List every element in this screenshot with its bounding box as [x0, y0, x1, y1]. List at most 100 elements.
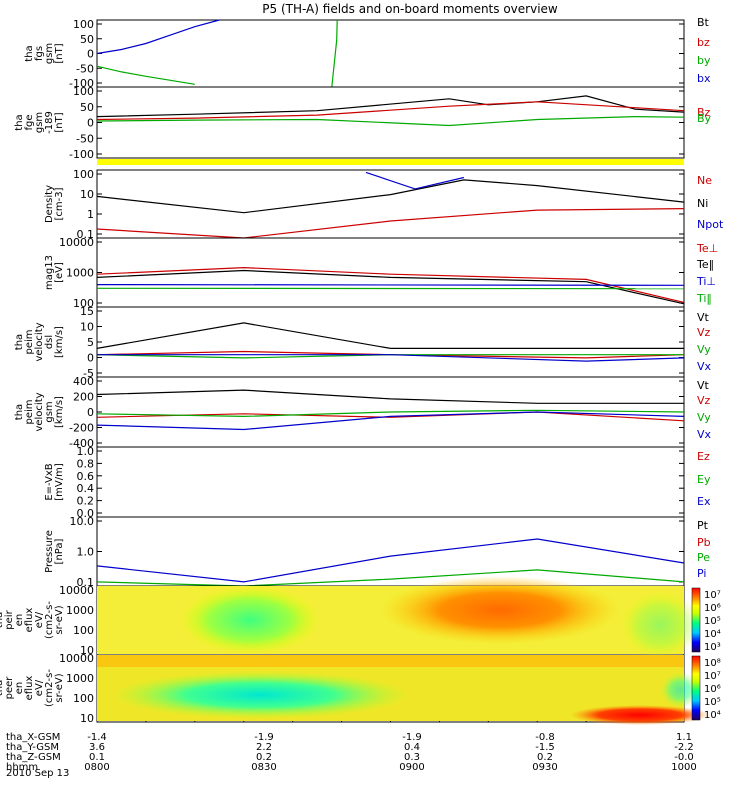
- orbit-value: 0.3: [404, 752, 420, 763]
- orbit-value: 0830: [251, 762, 276, 773]
- legend-Pb: Pb: [697, 536, 711, 549]
- ion-colorbar: [691, 587, 701, 653]
- ytick-label: -100: [69, 77, 94, 90]
- ylabel-line: eflux: [24, 608, 35, 633]
- ytick-label: 1000: [66, 267, 94, 280]
- ytick-label: 0.6: [77, 470, 95, 483]
- orbit-value: 3.6: [89, 742, 105, 753]
- legend-bz: bz: [697, 36, 710, 49]
- ylabel-line: dsl: [44, 335, 55, 349]
- series-Vt: [96, 389, 684, 404]
- legend-Te‖: Te‖: [696, 258, 714, 271]
- legend-Ti⊥: Ti⊥: [696, 275, 716, 288]
- ytick-label: 0.2: [77, 495, 95, 508]
- legend-Pt: Pt: [697, 519, 709, 532]
- ytick-label: 1000: [66, 604, 94, 617]
- ytick-label: 200: [73, 391, 94, 404]
- ytick-label: 100: [73, 18, 94, 31]
- yellow-status-bar: [97, 159, 684, 165]
- orbit-value: 0800: [84, 762, 109, 773]
- ylabel-line: eV/: [34, 679, 45, 696]
- ytick-label: 50: [80, 101, 94, 114]
- ytick-label: 400: [73, 375, 94, 388]
- ylabel-line: tha: [24, 45, 35, 61]
- legend-Ne: Ne: [697, 174, 712, 187]
- ylabel-line: [eV]: [54, 262, 65, 283]
- orbit-value: -1.9: [254, 732, 274, 743]
- panel-frame-6: [96, 446, 685, 518]
- series-Vx: [97, 354, 685, 362]
- ytick-label: 10: [80, 644, 94, 657]
- series-Vy: [96, 354, 684, 359]
- ylabel-line: Density: [44, 185, 55, 223]
- legend-bx: bx: [697, 72, 711, 85]
- ylabel-line: gsm: [44, 401, 55, 422]
- ytick-label: 0.1: [77, 576, 95, 589]
- orbit-value: 0.4: [404, 742, 420, 753]
- series-Ne: [96, 208, 685, 239]
- ytick-label: 0: [87, 406, 94, 419]
- legend-Bz: Bz: [697, 106, 711, 119]
- legend-Vy: Vy: [697, 343, 711, 356]
- ylabel-line: sr-eV): [54, 673, 65, 702]
- series-Vt: [96, 322, 684, 349]
- ylabel-line: [cm-3]: [54, 187, 65, 220]
- legend-Vx: Vx: [697, 428, 712, 441]
- legend-Vy: Vy: [697, 411, 711, 424]
- orbit-row-label: tha_Y-GSM: [6, 742, 59, 753]
- orbit-value: -0.0: [674, 752, 694, 763]
- ylabel-line: en: [14, 614, 25, 627]
- ytick-label: 10000: [59, 236, 94, 249]
- ytick-label: 100: [73, 692, 94, 705]
- orbit-table: tha_X-GSM -1.4 -1.9 -1.9 -0.8 1.1 tha_Y-GSM 3.6…: [6, 732, 697, 773]
- legend-By: By: [697, 112, 712, 125]
- ylabel-line: fge: [24, 114, 35, 130]
- legend-Pi: Pi: [697, 567, 706, 580]
- ylabel-line: velocity: [34, 392, 45, 431]
- electron-spectrogram-cyan-blob: [110, 671, 410, 719]
- legend-Vt: Vt: [697, 311, 710, 324]
- series-Vx: [96, 411, 685, 431]
- ylabel-line: gsm: [44, 43, 55, 64]
- colorbar-tick: 10⁶: [704, 684, 721, 695]
- figure-title: P5 (TH-A) fields and on-board moments ov…: [262, 2, 558, 16]
- ylabel-line: tha: [0, 612, 5, 628]
- ylabel-line: Pressure: [44, 530, 55, 573]
- ytick-label: 0.8: [77, 457, 95, 470]
- series-Te‖: [96, 269, 685, 305]
- colorbar-tick: 10⁷: [704, 590, 721, 601]
- orbit-value: -1.5: [535, 742, 555, 753]
- ylabel-line: (cm2-s-: [44, 669, 55, 707]
- ylabel-line: peir: [4, 609, 15, 629]
- orbit-value: 2.2: [256, 742, 272, 753]
- ylabel-line: peim: [24, 399, 35, 424]
- legend-Pe: Pe: [697, 551, 710, 564]
- ylabel-line: [km/s]: [54, 396, 65, 428]
- ytick-label: 0: [87, 48, 94, 61]
- series-bx: [96, 19, 220, 55]
- ytick-label: 1000: [66, 672, 94, 685]
- ylabel-line: peim: [24, 329, 35, 354]
- ytick-label: 10000: [59, 652, 94, 665]
- panel-frame-3: [96, 237, 685, 308]
- orbit-value: 0.1: [89, 752, 105, 763]
- orbit-value: -0.8: [535, 732, 555, 743]
- legend-by: by: [697, 54, 711, 67]
- orbit-value: -1.9: [402, 732, 422, 743]
- orbit-value: 1000: [671, 762, 696, 773]
- ytick-label: 10000: [59, 584, 94, 597]
- legend-Vz: Vz: [697, 326, 711, 339]
- colorbar-tick: 10³: [704, 642, 721, 653]
- ion-spectrogram-orange-blob: [380, 576, 620, 644]
- ytick-label: 0.0: [77, 507, 95, 520]
- legend-Npot: Npot: [697, 218, 724, 231]
- electron-spectrogram-right-cyan: [660, 672, 700, 708]
- ylabel-line: tha: [14, 114, 25, 130]
- colorbar-tick: 10⁷: [704, 671, 721, 682]
- legend-Bt: Bt: [697, 16, 710, 29]
- series-Ti⊥: [96, 284, 685, 286]
- ytick-label: 50: [80, 33, 94, 46]
- ylabel-line: eflux: [24, 676, 35, 701]
- ytick-label: 0.4: [77, 482, 95, 495]
